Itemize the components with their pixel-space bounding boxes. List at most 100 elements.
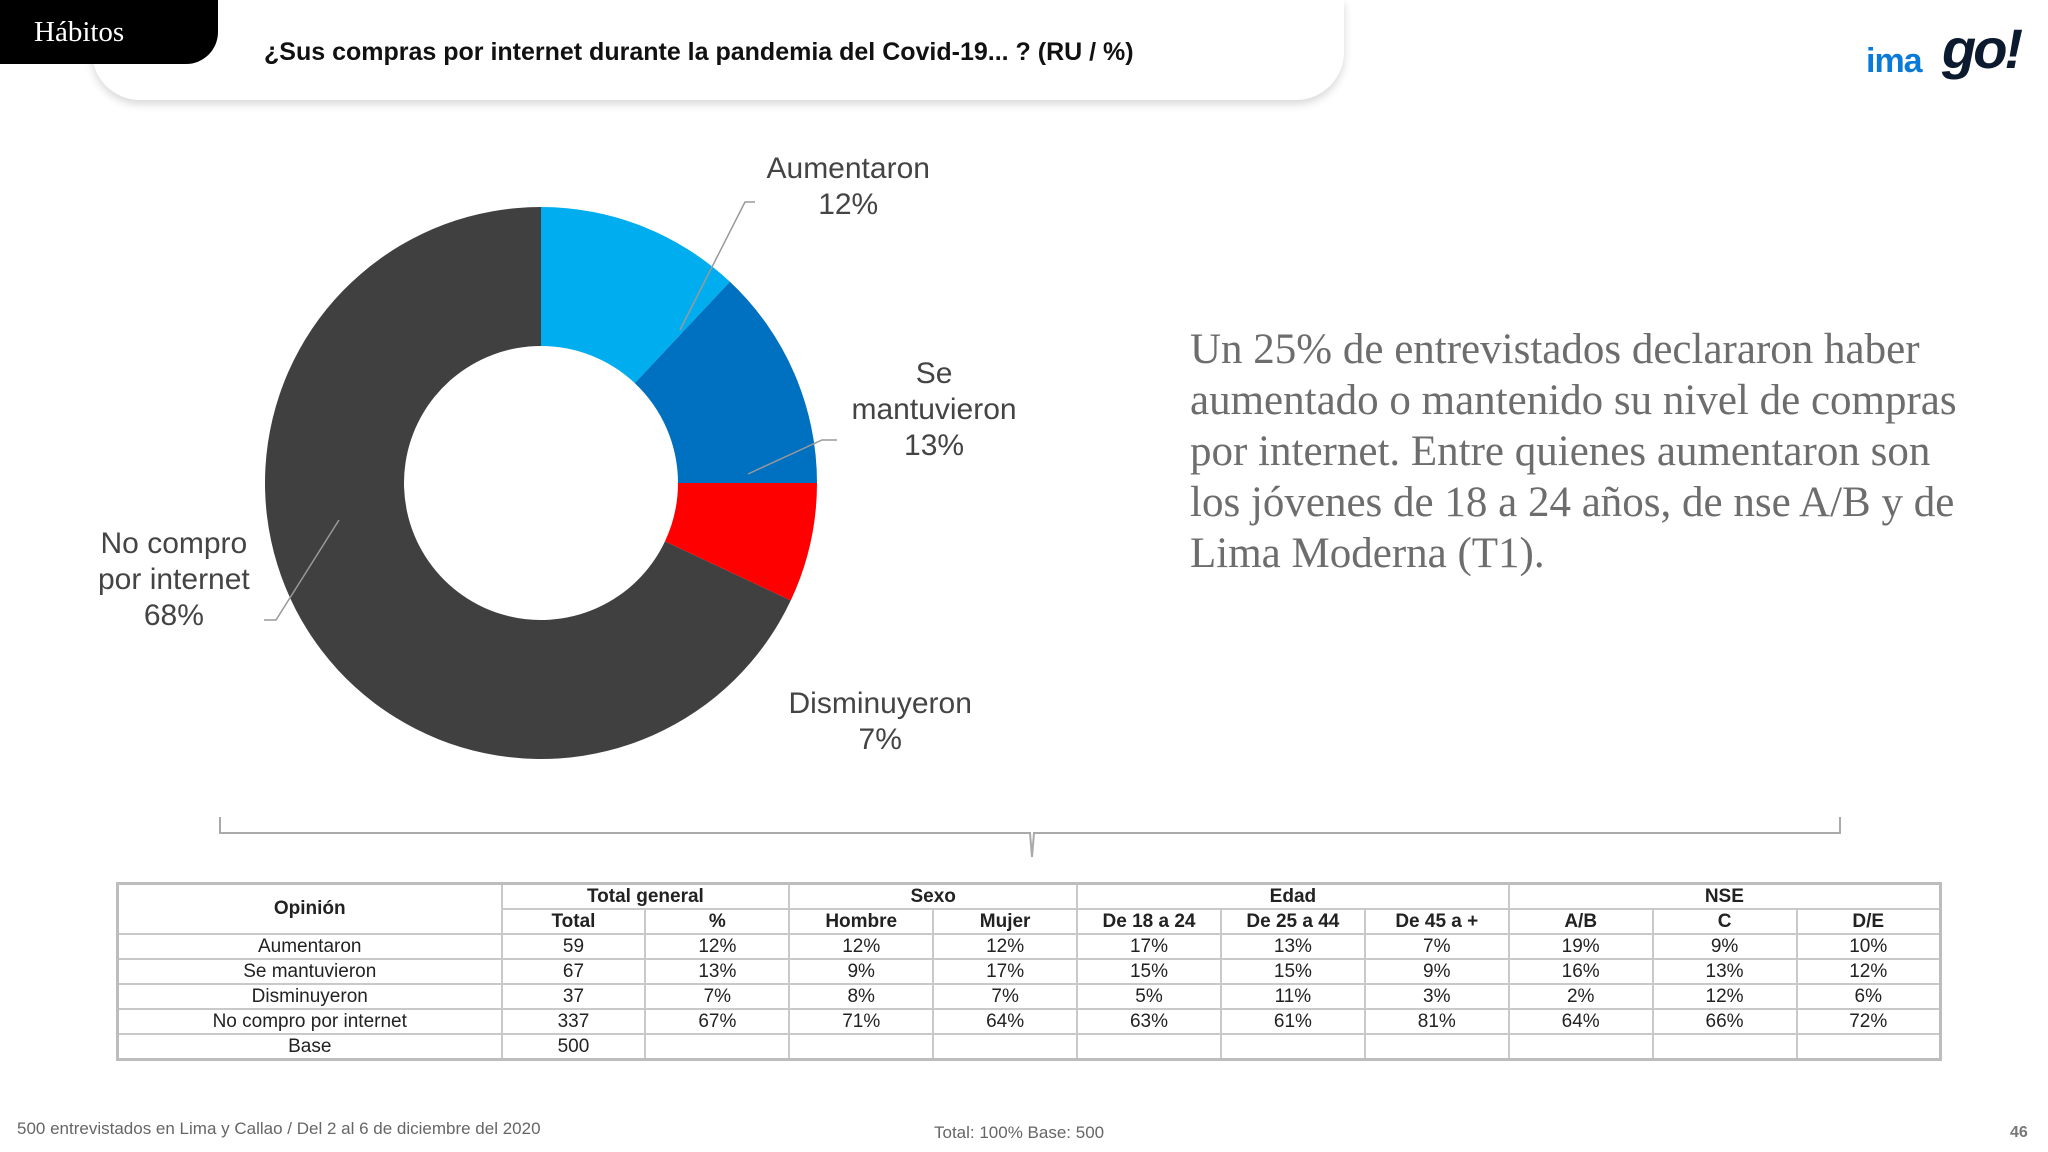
table-group-header: NSE (1507, 882, 1942, 910)
slice-label-text: mantuvieron (851, 393, 1017, 426)
table-cell: 15% (1219, 958, 1366, 985)
header-bar (92, 0, 1344, 100)
table-cell (788, 1033, 935, 1061)
table-group-header: Total general (500, 882, 791, 910)
table-cell: 9% (1651, 933, 1798, 960)
slice-label-text: No compro (100, 527, 248, 560)
section-tab: Hábitos (0, 0, 218, 64)
table-cell: 17% (1076, 933, 1222, 960)
table-cell: 12% (932, 933, 1079, 960)
table-row-label: Aumentaron (116, 933, 503, 960)
donut-slice-1 (634, 281, 817, 483)
slice-label-text: Disminuyeron (788, 687, 972, 720)
footer-sample-note: 500 entrevistados en Lima y Callao / Del… (17, 1119, 541, 1138)
table-cell: 7% (1363, 933, 1510, 960)
table-row: Aumentaron 59 12% 12% 12% 17% 13% 7% 19% 9% 10% (116, 933, 1942, 960)
table-cell (932, 1033, 1079, 1061)
table-cell: 63% (1076, 1008, 1222, 1035)
table-cell: 13% (1219, 933, 1366, 960)
slice-value-label: 12% (818, 188, 879, 221)
table-group-header: Sexo (788, 882, 1079, 910)
table-cell: 81% (1363, 1008, 1510, 1035)
table-cell: 17% (932, 958, 1079, 985)
question-title: ¿Sus compras por internet durante la pan… (264, 38, 1134, 66)
table-row: No compro por internet 337 67% 71% 64% 63% 61%… (116, 1008, 1942, 1035)
table-cell: 72% (1795, 1008, 1942, 1035)
table-cell: 3% (1363, 983, 1510, 1010)
table-column-header: D/E (1795, 908, 1942, 935)
slice-label-1: Se mantuvieron 13% (852, 356, 1017, 464)
table-cell: 61% (1219, 1008, 1366, 1035)
leader-line-3 (264, 519, 340, 621)
table-row-label: Disminuyeron (116, 983, 503, 1010)
leader-line-1 (747, 439, 837, 475)
table-column-header: A/B (1507, 908, 1654, 935)
table-cell: 37 (500, 983, 647, 1010)
page-number: 46 (2010, 1124, 2028, 1141)
donut-chart: Aumentaron 12% Se mantuvieron 13% Disminuyero… (0, 140, 1140, 800)
table-row: Base 500 (116, 1033, 1942, 1061)
table-header-row: Opinión Total general Sexo Edad NSE (116, 882, 1942, 935)
donut-slice-3 (265, 207, 791, 759)
leader-line-0 (679, 201, 755, 331)
results-table: Opinión Total general Sexo Edad NSE Total% Hom… (116, 882, 1942, 1061)
donut-slice-0 (541, 207, 730, 384)
table-cell: 13% (644, 958, 791, 985)
table-row-label: Se mantuvieron (116, 958, 503, 985)
table-cell (1651, 1033, 1798, 1061)
table-cell: 67 (500, 958, 647, 985)
table-column-header: Hombre (788, 908, 935, 935)
table-cell: 10% (1795, 933, 1942, 960)
table-row-label: Base (116, 1033, 503, 1061)
table-cell (1507, 1033, 1654, 1061)
slice-label-text: Se (915, 357, 953, 390)
table-cell: 337 (500, 1008, 647, 1035)
table-column-header: De 45 a + (1363, 908, 1510, 935)
slice-value-label: 7% (858, 723, 902, 756)
slice-label-text: Aumentaron (766, 152, 930, 185)
table-cell: 64% (932, 1008, 1079, 1035)
table-column-header: De 18 a 24 (1076, 908, 1222, 935)
table-cell: 12% (644, 933, 791, 960)
table-column-header: Mujer (932, 908, 1079, 935)
table-cell: 12% (788, 933, 935, 960)
slice-value-label: 13% (904, 429, 965, 462)
table-cell: 9% (788, 958, 935, 985)
table-column-header: % (644, 908, 791, 935)
table-cell: 8% (788, 983, 935, 1010)
table-cell (1363, 1033, 1510, 1061)
summary-text: Un 25% de entrevistados declararon haber… (1190, 326, 1957, 577)
table-cell: 12% (1795, 958, 1942, 985)
table-cell: 6% (1795, 983, 1942, 1010)
table-subheader-row: Total% Hombre Mujer De 18 a 24 De 25 a 44 De … (118, 908, 1942, 935)
table-cell: 59 (500, 933, 647, 960)
slice-label-0: Aumentaron 12% (767, 151, 930, 223)
slice-label-3: No compro por internet 68% (98, 526, 250, 634)
table-cell: 7% (644, 983, 791, 1010)
table-column-header: De 25 a 44 (1219, 908, 1366, 935)
table-column-header: C (1651, 908, 1798, 935)
donut-svg (264, 201, 837, 759)
table-cell: 500 (500, 1033, 647, 1061)
slice-label-2: Disminuyeron 7% (789, 686, 972, 758)
table-cell: 5% (1076, 983, 1222, 1010)
table-row-label: No compro por internet (116, 1008, 503, 1035)
table-corner-header: Opinión (116, 882, 503, 935)
slice-value-label: 68% (143, 599, 204, 632)
table-cell (1076, 1033, 1222, 1061)
table-group-header: Edad (1076, 882, 1510, 910)
table-column-header: Total (500, 908, 647, 935)
bracket-divider (219, 817, 1841, 858)
table-cell: 16% (1507, 958, 1654, 985)
logo-part-1: ima (1866, 42, 1923, 80)
table-cell: 12% (1651, 983, 1798, 1010)
table-cell: 13% (1651, 958, 1798, 985)
table-cell (644, 1033, 791, 1061)
logo-part-2: go! (1942, 17, 2023, 80)
table-row: Disminuyeron 37 7% 8% 7% 5% 11% 3% 2% 12% 6% (116, 983, 1942, 1010)
table-cell: 7% (932, 983, 1079, 1010)
table-cell: 64% (1507, 1008, 1654, 1035)
slice-label-text: por internet (98, 563, 250, 596)
table-row: Se mantuvieron 67 13% 9% 17% 15% 15% 9% 16% 13% 12… (116, 958, 1942, 985)
table-cell: 71% (788, 1008, 935, 1035)
